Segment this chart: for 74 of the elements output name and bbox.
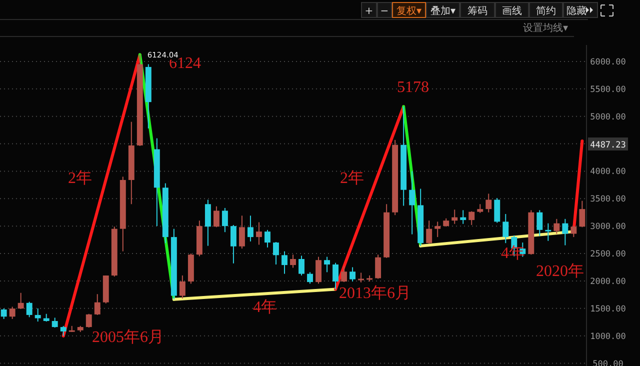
candlestick — [222, 207, 228, 233]
candlestick — [460, 210, 466, 224]
text: 设置均线▾ — [522, 22, 568, 34]
text: − — [380, 6, 389, 17]
annotation: 4年 — [501, 245, 525, 262]
candlestick — [409, 170, 416, 235]
y-tick-label: 500.00 — [592, 359, 624, 366]
candlestick — [452, 209, 458, 224]
candlestick — [562, 218, 568, 246]
candlestick — [502, 214, 509, 244]
annotation: 4487.23 — [590, 140, 626, 150]
candlestick — [554, 218, 560, 234]
candlestick — [486, 193, 492, 213]
candlestick — [18, 292, 24, 310]
candlestick — [34, 308, 41, 322]
text: 画线 — [502, 5, 522, 17]
candlestick — [570, 226, 577, 238]
candlestick — [60, 325, 66, 336]
annotation: 5178 — [397, 79, 429, 96]
candlestick — [256, 222, 262, 246]
y-tick-label: 6000.00 — [590, 57, 626, 68]
text: 隐藏 — [566, 5, 586, 17]
candlestick — [434, 221, 441, 238]
candlestick — [307, 272, 313, 284]
text: 叠加▾ — [430, 5, 456, 17]
candlestick — [332, 262, 339, 290]
candlestick — [290, 254, 296, 268]
y-tick-label: 2500.00 — [590, 250, 626, 260]
candlestick — [273, 241, 279, 265]
candlestick — [86, 313, 92, 328]
candlestick — [94, 294, 100, 316]
candlestick — [426, 220, 432, 244]
candlestick — [0, 308, 7, 320]
annotation: 2005年6月 — [92, 329, 164, 346]
candlestick — [9, 306, 16, 320]
candlestick — [52, 317, 58, 328]
candlestick — [579, 200, 586, 228]
y-tick-label: 1500.00 — [590, 304, 626, 314]
candlestick — [358, 272, 364, 283]
text: 筹码 — [468, 5, 488, 17]
candlestick — [324, 256, 330, 273]
candlestick — [341, 266, 348, 283]
candlestick — [238, 215, 245, 250]
text: 简约 — [536, 5, 556, 17]
annotation: 2020年 — [536, 263, 584, 280]
y-tick-label: 5000.00 — [590, 112, 626, 122]
y-tick-label: 4000.00 — [590, 167, 626, 178]
text: 复权▾ — [396, 5, 422, 17]
candlestick — [264, 229, 270, 248]
y-tick-label: 1000.00 — [590, 332, 626, 342]
candlestick — [350, 266, 356, 282]
annotation: 2013年6月 — [339, 285, 411, 302]
text: + — [364, 6, 374, 17]
candlestick — [204, 199, 211, 246]
candlestick — [494, 198, 500, 224]
y-tick-label: 5500.00 — [590, 84, 626, 95]
candlestick — [298, 255, 304, 276]
candlestick — [179, 274, 186, 300]
candlestick — [536, 210, 543, 236]
candlestick — [316, 256, 322, 284]
annotation: 2年 — [68, 170, 92, 187]
candlestick — [282, 250, 288, 274]
annotation: 4年 — [253, 299, 277, 316]
candlestick — [213, 206, 220, 228]
candlestick — [26, 301, 32, 318]
y-tick-label: 2000.00 — [590, 276, 626, 287]
candlestick — [468, 210, 475, 226]
candlestick — [545, 222, 552, 242]
y-tick-label: 3500.00 — [590, 194, 626, 205]
y-tick-label: 3000.00 — [590, 222, 626, 232]
candlestick — [230, 224, 236, 264]
candlestick — [375, 254, 382, 280]
annotation: 2年 — [340, 170, 364, 187]
candlestick — [248, 215, 254, 242]
